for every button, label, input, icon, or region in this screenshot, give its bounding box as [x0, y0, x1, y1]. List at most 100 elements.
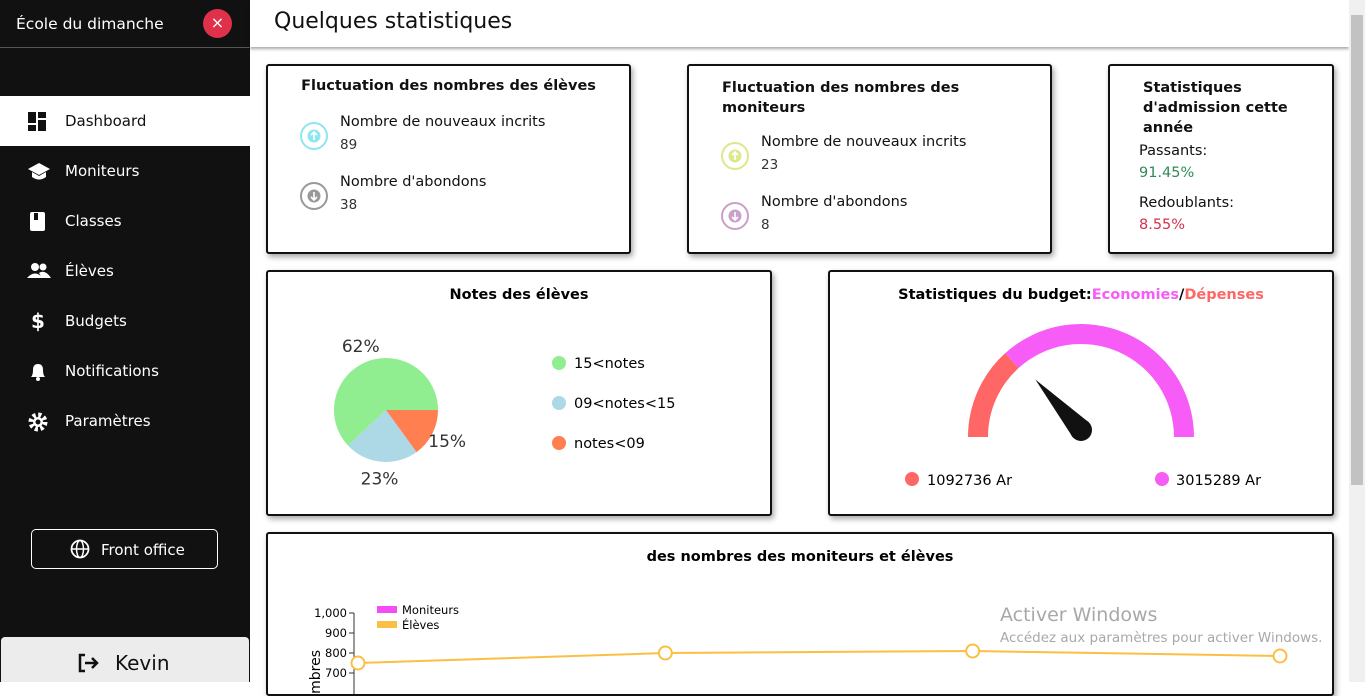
- icons: [721, 142, 749, 230]
- legend-marker: [1155, 472, 1169, 486]
- app-title: École du dimanche: [16, 15, 164, 33]
- stat-value: 38: [340, 197, 358, 213]
- watermark-title: Activer Windows: [1000, 604, 1158, 626]
- legend-marker: [552, 436, 566, 450]
- stat-card: Fluctuation des nombres des moniteurs No…: [687, 64, 1052, 254]
- point: [350, 655, 366, 671]
- gauge-segment: [1005, 324, 1194, 437]
- legend-label: Moniteurs: [402, 603, 459, 617]
- stat-card: Fluctuation des nombres des élèves Nombr…: [266, 64, 631, 254]
- icons: [300, 122, 328, 210]
- icon: [30, 212, 45, 231]
- line: [357, 649, 1281, 664]
- point: [1272, 648, 1288, 664]
- title-separator: /: [1179, 287, 1185, 303]
- pie-slice: [334, 358, 438, 446]
- legend-swatch: [377, 621, 397, 628]
- menu-item[interactable]: Élèves: [0, 246, 250, 296]
- stat-label: Passants:: [1139, 143, 1208, 159]
- stat-value: 8: [761, 217, 770, 233]
- legend-label: 15<notes: [574, 356, 645, 372]
- chart-title: Notes des élèves: [450, 287, 589, 303]
- slice-label: 62%: [342, 337, 380, 357]
- y-tick-label: 1,000: [314, 606, 347, 620]
- line-card: des nombres des moniteurs et élèves 700 80…: [266, 532, 1334, 696]
- y-axis-label: Nombres: [308, 650, 324, 694]
- card-title: Statistiques d'admission cette année: [1143, 80, 1288, 136]
- gauge-segment: [968, 353, 1019, 437]
- y-tick-label: 800: [325, 646, 347, 660]
- slice-label: 15%: [428, 432, 466, 452]
- line-chart: des nombres des moniteurs et élèves 700 80…: [308, 549, 1288, 694]
- menu-label: Classes: [65, 212, 122, 230]
- sidebar: École du dimanche × Dashboard Moniteurs …: [0, 0, 250, 682]
- gauge-chart: Statistiques du budget:Economies/Dépense…: [898, 287, 1264, 489]
- front-office-button[interactable]: Front office: [31, 529, 218, 569]
- stat-value: 89: [340, 137, 358, 153]
- divider: [0, 47, 250, 48]
- page-title: Quelques statistiques: [274, 9, 513, 34]
- chart-title: des nombres des moniteurs et élèves: [647, 549, 954, 565]
- stat-value: 8.55%: [1139, 217, 1186, 233]
- menu-label: Élèves: [65, 262, 114, 280]
- user-bar[interactable]: Kevin: [1, 637, 249, 682]
- menu-item[interactable]: Moniteurs: [0, 146, 250, 196]
- legend-label: Élèves: [402, 617, 439, 632]
- svg-text:$: $: [31, 311, 45, 333]
- menu-item[interactable]: $ Budgets: [0, 296, 250, 346]
- y-tick-label: 900: [325, 626, 347, 640]
- user-name: Kevin: [115, 651, 170, 675]
- point: [657, 645, 673, 661]
- icon: [78, 653, 99, 673]
- pie-card: Notes des élèves 62% 15<notes 23% 09<notes<1…: [266, 270, 772, 516]
- stat-label: Nombre d'abondons: [340, 174, 487, 190]
- scrollbar[interactable]: [1349, 0, 1365, 682]
- legend-label: notes<09: [574, 436, 645, 452]
- icon: [28, 412, 48, 432]
- legend-marker: [552, 356, 566, 370]
- title-series: Economies: [1092, 287, 1179, 303]
- stat-label: Nombre de nouveaux incrits: [761, 134, 967, 150]
- menu-item[interactable]: Paramètres: [0, 396, 250, 446]
- chart-title: Statistiques du budget:Economies/Dépense…: [898, 287, 1264, 303]
- legend-label: 3015289 Ar: [1176, 473, 1261, 489]
- legend-marker: [552, 396, 566, 410]
- legend-label: 1092736 Ar: [927, 473, 1012, 489]
- scrollbar-thumb[interactable]: [1351, 15, 1363, 485]
- menu-label: Budgets: [65, 312, 127, 330]
- stat-value: 91.45%: [1139, 165, 1195, 181]
- menu-label: Dashboard: [65, 112, 147, 130]
- legend-label: 09<notes<15: [574, 396, 675, 412]
- legend-swatch: [377, 606, 397, 613]
- icon: [31, 364, 45, 381]
- icon: $: [31, 311, 45, 333]
- menu-label: Paramètres: [65, 412, 151, 430]
- menu-item[interactable]: Notifications: [0, 346, 250, 396]
- icon: [28, 112, 46, 131]
- button-label: Front office: [101, 541, 185, 559]
- pie-slice: [386, 410, 438, 453]
- menu-item[interactable]: Classes: [0, 196, 250, 246]
- watermark-text: Accédez aux paramètres pour activer Wind…: [1000, 630, 1323, 646]
- pie-slice: [348, 410, 417, 462]
- slice-label: 23%: [361, 469, 399, 489]
- stat-label: Nombre de nouveaux incrits: [340, 114, 546, 130]
- needle-hub: [1070, 419, 1092, 441]
- card-title: Fluctuation des nombres des moniteurs: [722, 80, 960, 116]
- stat-value: 23: [761, 157, 779, 173]
- admission-card: Statistiques d'admission cette année Pas…: [1108, 64, 1334, 254]
- title-series: Dépenses: [1184, 287, 1264, 303]
- menu-label: Notifications: [65, 362, 159, 380]
- close-button[interactable]: ×: [203, 9, 232, 38]
- title-text: Statistiques du budget:: [898, 287, 1092, 303]
- menu-item[interactable]: Dashboard: [0, 96, 250, 146]
- y-tick-label: 700: [325, 666, 347, 680]
- pie-chart: Notes des élèves 62% 15<notes 23% 09<notes<1…: [334, 287, 675, 489]
- legend-marker: [905, 472, 919, 486]
- stat-label: Nombre d'abondons: [761, 194, 908, 210]
- icon: [28, 163, 50, 180]
- icon: [27, 263, 51, 278]
- point: [965, 643, 981, 659]
- stat-label: Redoublants:: [1139, 195, 1235, 211]
